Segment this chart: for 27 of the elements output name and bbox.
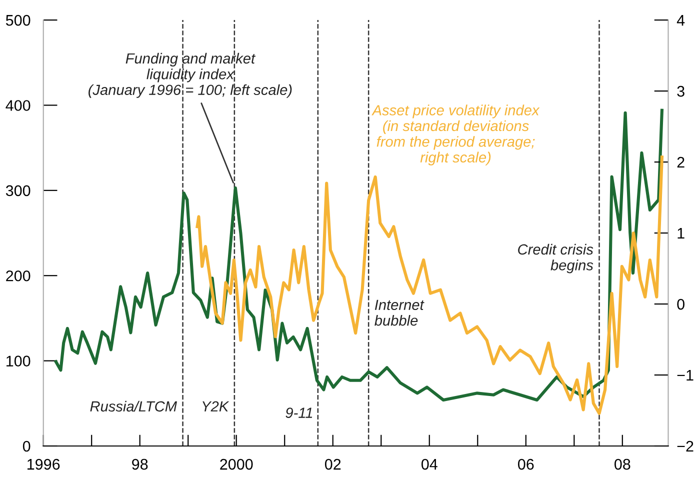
ref-line-label: Y2K bbox=[202, 401, 230, 412]
y2-tick-label: 1 bbox=[678, 228, 684, 239]
y-tick-label: 100 bbox=[6, 356, 30, 366]
series-label: Asset price volatility index (in standard deviations from the period average; right scale) bbox=[372, 104, 540, 166]
ref-line-label: Internet bubble bbox=[374, 300, 424, 326]
annotation: 9-11 bbox=[286, 408, 312, 418]
y2-tick-label: −1 bbox=[677, 370, 694, 381]
ref-line-label: Russia/LTCM bbox=[90, 400, 178, 412]
y-tick-label: 500 bbox=[6, 14, 30, 26]
text: Funding and market liquidity index (January 1996 = 100; left scale) bbox=[88, 52, 292, 98]
x-tick-label: 1996 bbox=[28, 458, 60, 470]
x-tick-label: 98 bbox=[132, 458, 148, 470]
y-tick-label: 400 bbox=[6, 100, 30, 111]
y-tick-label: 0 bbox=[22, 440, 30, 452]
ref-line-label: Credit crisis begins bbox=[518, 244, 594, 274]
x-tick-label: 04 bbox=[421, 458, 438, 470]
y2-tick-label: 0 bbox=[677, 298, 684, 310]
y2-tick-label: −2 bbox=[677, 440, 694, 452]
x-tick-label: 2000 bbox=[220, 458, 253, 470]
y2-tick-label: 3 bbox=[677, 86, 684, 97]
x-tick-label: 06 bbox=[518, 458, 534, 470]
x-tick-label: 02 bbox=[324, 458, 341, 470]
y-tick-label: 200 bbox=[6, 270, 30, 282]
y2-tick-label: 2 bbox=[677, 156, 684, 168]
y-tick-label: 300 bbox=[6, 185, 30, 196]
y2-tick-label: 4 bbox=[676, 15, 685, 26]
x-tick-label: 08 bbox=[614, 458, 630, 470]
